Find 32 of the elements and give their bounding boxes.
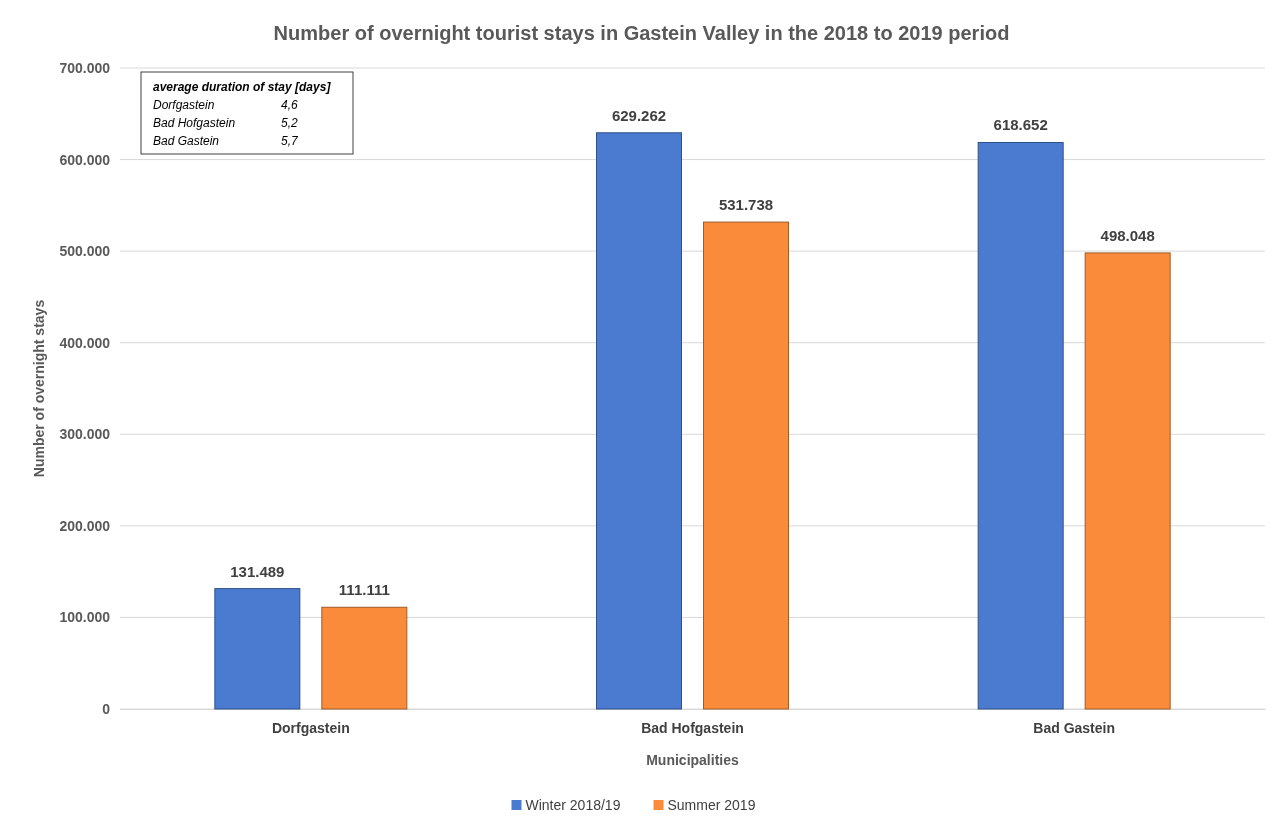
bar — [321, 606, 408, 710]
y-axis-title: Number of overnight stays — [31, 299, 47, 478]
x-axis-title: Municipalities — [646, 752, 739, 768]
bar — [703, 221, 789, 710]
bar — [596, 132, 682, 710]
x-tick-label: Dorfgastein — [271, 719, 350, 736]
annotation: average duration of stay [days] — [153, 80, 332, 94]
y-tick-label: 0 — [102, 700, 111, 717]
bar — [1084, 252, 1171, 710]
y-tick-label: 300.000 — [59, 426, 111, 443]
y-tick-label: 700.000 — [59, 59, 111, 76]
y-tick-label: 400.000 — [59, 334, 111, 351]
data-label: 498.048 — [1100, 226, 1155, 244]
text: Bad Gastein 5,7 — [153, 134, 298, 148]
chart-title: Number of overnight tourist stays in Gastein Valley in the 2018 to 2019 period — [273, 22, 1010, 44]
y-tick-label: 100.000 — [59, 609, 111, 626]
data-label: 618.652 — [993, 116, 1048, 134]
bar — [977, 141, 1064, 710]
text: Dorfgastein 4,6 — [153, 98, 298, 112]
y-tick-label: 200.000 — [59, 517, 111, 534]
text: Bad Hofgastein 5,2 — [153, 116, 298, 130]
data-label: 531.738 — [718, 196, 774, 214]
bar — [214, 588, 301, 710]
data-label: 629.262 — [611, 106, 667, 124]
legend-label: Winter 2018/19 — [525, 797, 621, 813]
data-label: 131.489 — [230, 562, 285, 580]
data-label: 111.111 — [338, 581, 390, 599]
y-tick-label: 500.000 — [59, 243, 111, 260]
legend-label: Summer 2019 — [667, 797, 756, 813]
y-tick-label: 600.000 — [59, 151, 111, 168]
x-tick-label: Bad Hofgastein — [641, 719, 744, 736]
x-tick-label: Bad Gastein — [1033, 719, 1116, 736]
